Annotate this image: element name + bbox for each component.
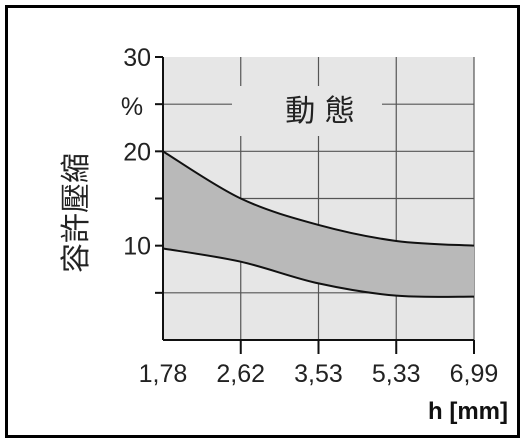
ticks (155, 56, 475, 354)
series-lower-line (162, 247, 475, 298)
series-upper-line (162, 150, 475, 247)
title-background (232, 86, 382, 136)
x-axis-label: h [mm] (428, 398, 508, 425)
y-axis-label: 容許壓縮 (59, 153, 94, 273)
x-tick-label-0: 1,78 (139, 360, 188, 388)
y-tick-label-10: 10 (123, 233, 151, 261)
tolerance-band (163, 151, 474, 297)
y-tick-label-20: 20 (123, 138, 151, 166)
y-unit-label: % (121, 93, 143, 121)
x-tick-label-3: 5,33 (372, 360, 421, 388)
chart-title: 動 態 (285, 94, 355, 129)
y-tick-label-30: 30 (123, 44, 151, 72)
x-tick-label-2: 3,53 (294, 360, 343, 388)
y-tick-labels: 10 20 30 (123, 44, 151, 261)
x-tick-labels: 1,78 2,62 3,53 5,33 6,99 (139, 360, 499, 388)
x-tick-label-1: 2,62 (216, 360, 265, 388)
x-tick-label-4: 6,99 (450, 360, 499, 388)
